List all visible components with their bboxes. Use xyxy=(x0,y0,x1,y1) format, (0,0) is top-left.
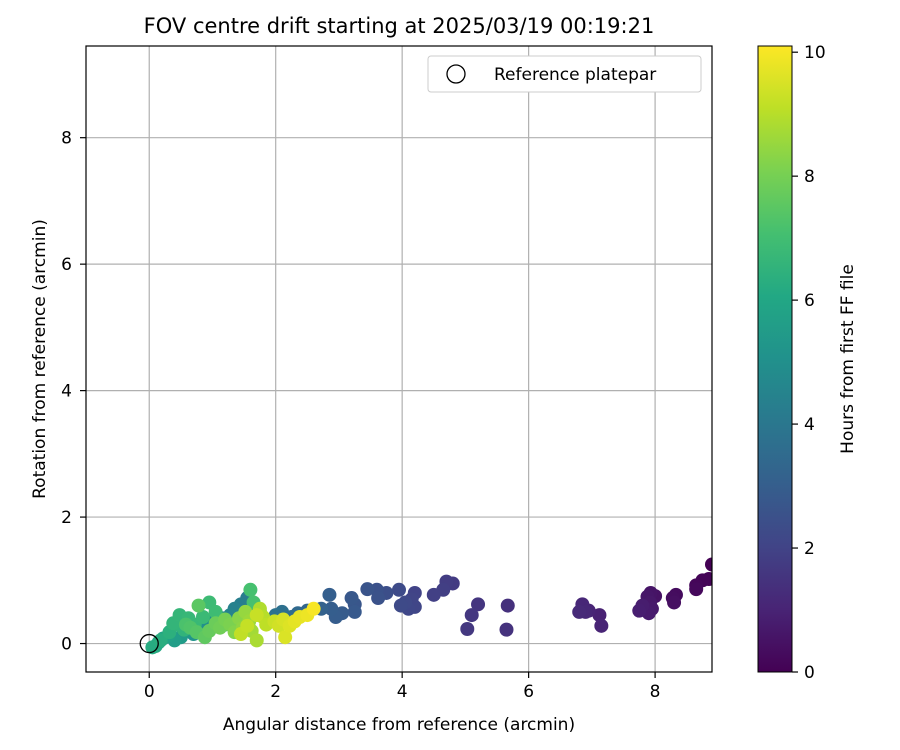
scatter-point xyxy=(249,608,264,623)
grid-lines xyxy=(86,46,712,672)
y-axis-label: Rotation from reference (arcmin) xyxy=(30,219,50,499)
plot-frame xyxy=(85,45,713,673)
scatter-point xyxy=(689,582,704,597)
scatter-point xyxy=(240,618,255,633)
scatter-point xyxy=(249,633,264,648)
chart-title: FOV centre drift starting at 2025/03/19 … xyxy=(144,14,655,38)
scatter-point xyxy=(471,597,486,612)
scatter-point xyxy=(464,608,479,623)
x-tick-label: 4 xyxy=(397,682,408,702)
scatter-point xyxy=(592,608,607,623)
legend: Reference platepar xyxy=(427,55,702,93)
colorbar-tick-label: 2 xyxy=(804,539,815,559)
scatter-point xyxy=(322,587,337,602)
scatter-point xyxy=(344,591,359,606)
y-tick-label: 0 xyxy=(61,635,72,655)
y-tick-label: 8 xyxy=(61,129,72,149)
legend-box xyxy=(427,55,702,93)
legend-entry-reference: Reference platepar xyxy=(494,65,656,85)
scatter-point xyxy=(243,582,258,597)
axis-ticks: 0 2 4 6 8 0 2 4 6 8 xyxy=(61,129,660,702)
scatter-point xyxy=(195,609,210,624)
scatter-point xyxy=(667,595,682,610)
scatter-point xyxy=(594,618,609,633)
scatter-points xyxy=(145,557,712,655)
scatter-point xyxy=(360,582,375,597)
colorbar-tick-label: 4 xyxy=(804,415,815,435)
x-tick-label: 2 xyxy=(270,682,281,702)
scatter-point xyxy=(426,587,441,602)
legend-marker-reference xyxy=(446,64,466,84)
scatter-point xyxy=(393,598,408,613)
scatter-point xyxy=(632,603,647,618)
y-tick-label: 2 xyxy=(61,508,72,528)
scatter-point xyxy=(499,622,514,637)
x-axis-label: Angular distance from reference (arcmin) xyxy=(223,715,575,735)
scatter-point xyxy=(371,591,386,606)
x-tick-label: 6 xyxy=(523,682,534,702)
colorbar-tick-label: 8 xyxy=(804,167,815,187)
colorbar-ticks: 0 2 4 6 8 10 xyxy=(792,43,826,683)
scatter-point xyxy=(306,601,321,616)
scatter-point xyxy=(500,598,515,613)
scatter-point xyxy=(208,604,223,619)
colorbar-tick-label: 0 xyxy=(804,663,815,683)
scatter-point xyxy=(191,598,206,613)
colorbar-tick-label: 10 xyxy=(804,43,826,63)
scatter-point xyxy=(324,601,339,616)
colorbar-tick-label: 6 xyxy=(804,291,815,311)
y-tick-label: 4 xyxy=(61,382,72,402)
scatter-point xyxy=(392,582,406,597)
scatter-point xyxy=(460,622,475,637)
colorbar-gradient xyxy=(757,45,793,673)
colorbar: 0 2 4 6 8 10 Hours from first FF file xyxy=(757,43,858,683)
x-tick-label: 0 xyxy=(144,682,155,702)
x-tick-label: 8 xyxy=(650,682,661,702)
colorbar-label: Hours from first FF file xyxy=(838,264,858,454)
scatter-point xyxy=(572,604,587,619)
scatter-point xyxy=(705,557,712,572)
reference-platepar-marker xyxy=(139,633,159,654)
scatter-point xyxy=(153,633,168,648)
scatter-point xyxy=(278,630,293,645)
scatter-point xyxy=(347,604,362,619)
y-tick-label: 6 xyxy=(61,255,72,275)
